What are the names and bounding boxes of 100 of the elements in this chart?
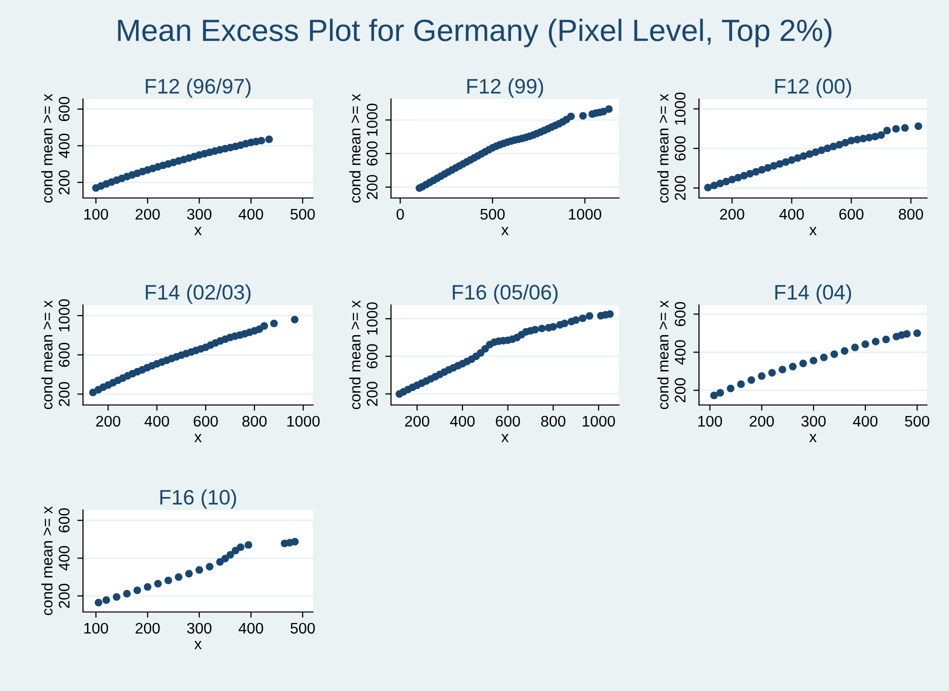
point (185, 570, 193, 578)
y-tick-label: 600 (58, 342, 70, 367)
y-tick-label: 200 (674, 378, 686, 402)
text: Mean Excess Plot for Germany (Pixel Level, Top 2%) (118, 18, 832, 48)
x-tick-label: 400 (852, 416, 878, 427)
x-tick-label: 1000 (287, 416, 320, 427)
point (716, 389, 724, 397)
chart-title: F16 (10) (160, 489, 236, 509)
point (290, 316, 299, 324)
point (901, 124, 909, 132)
x-tick-label: 600 (194, 416, 218, 427)
y-tick-label: 1000 (58, 299, 70, 332)
point (836, 140, 844, 148)
point (862, 340, 870, 348)
chart-title: F12 (96/97) (146, 78, 251, 98)
point (710, 182, 718, 190)
point (704, 184, 712, 192)
x-tick-label: 1000 (582, 416, 615, 427)
y-tick-label: 600 (58, 96, 70, 122)
point (606, 310, 614, 318)
point (799, 360, 807, 368)
point (776, 160, 784, 168)
point (914, 122, 922, 130)
x-tick-label: 500 (905, 416, 930, 427)
chart-title: F12 (00) (775, 78, 852, 98)
point (586, 312, 594, 320)
y-axis-title: cond mean >= x (657, 300, 669, 410)
point (164, 576, 172, 584)
point (812, 148, 820, 156)
point (728, 176, 736, 184)
point (770, 162, 778, 170)
y-tick-label: 600 (674, 302, 686, 326)
point (842, 138, 850, 147)
point (144, 583, 152, 591)
chart-title: F14 (02/03) (146, 284, 251, 304)
y-tick-label: 200 (58, 170, 70, 194)
point (810, 356, 818, 364)
point (270, 320, 278, 328)
chart-title: F16 (05/06) (452, 284, 558, 304)
point (112, 593, 120, 601)
x-tick-label: 400 (779, 208, 804, 220)
point (710, 392, 718, 400)
point (236, 543, 244, 552)
point (748, 376, 756, 384)
point (737, 380, 745, 388)
y-tick-label: 1000 (674, 92, 686, 125)
x-tick-label: 100 (698, 416, 722, 427)
point (291, 538, 299, 546)
y-tick-label: 1000 (366, 302, 378, 335)
y-tick-label: 600 (366, 141, 378, 166)
x-tick-label: 200 (96, 416, 120, 427)
point (102, 596, 110, 604)
point (726, 384, 734, 392)
point (195, 566, 204, 574)
y-tick-label: 400 (58, 134, 70, 158)
point (840, 347, 848, 355)
y-tick-label: 200 (58, 382, 70, 406)
point (133, 586, 142, 594)
point (788, 362, 797, 370)
point (572, 316, 580, 324)
point (244, 541, 252, 549)
point (94, 598, 102, 606)
point (579, 112, 587, 120)
y-axis-title: cond mean >= x (41, 94, 53, 203)
y-tick-label: 600 (674, 136, 686, 160)
point (882, 336, 890, 344)
y-axis-title: cond mean >= x (349, 300, 361, 410)
point (892, 125, 900, 133)
point (820, 354, 828, 362)
point (567, 112, 575, 120)
y-tick-label: 200 (366, 382, 378, 406)
point (221, 554, 229, 562)
y-axis-title: cond mean >= x (41, 300, 53, 410)
y-tick-label: 600 (58, 508, 70, 532)
y-axis-title: cond mean >= x (657, 94, 669, 203)
x-axis-title: x (809, 434, 817, 442)
y-tick-label: 400 (674, 340, 686, 365)
point (758, 166, 766, 174)
x-tick-label: 300 (187, 208, 212, 220)
point (752, 168, 760, 176)
x-tick-label: 300 (187, 622, 212, 634)
x-axis-title: x (194, 434, 202, 442)
y-tick-label: 200 (58, 584, 70, 608)
y-tick-label: 400 (58, 546, 70, 571)
point (883, 126, 891, 134)
x-tick-label: 600 (839, 208, 864, 220)
point (851, 344, 859, 352)
point (578, 314, 587, 322)
point (768, 369, 776, 377)
point (560, 320, 568, 328)
point (265, 136, 273, 144)
point (902, 330, 911, 338)
x-tick-label: 500 (290, 208, 315, 220)
point (830, 350, 838, 358)
x-axis-title: x (501, 227, 509, 236)
x-axis-title: x (501, 434, 509, 442)
x-tick-label: 800 (242, 416, 267, 427)
point (782, 158, 790, 166)
x-tick-label: 500 (480, 208, 505, 220)
point (260, 322, 268, 330)
